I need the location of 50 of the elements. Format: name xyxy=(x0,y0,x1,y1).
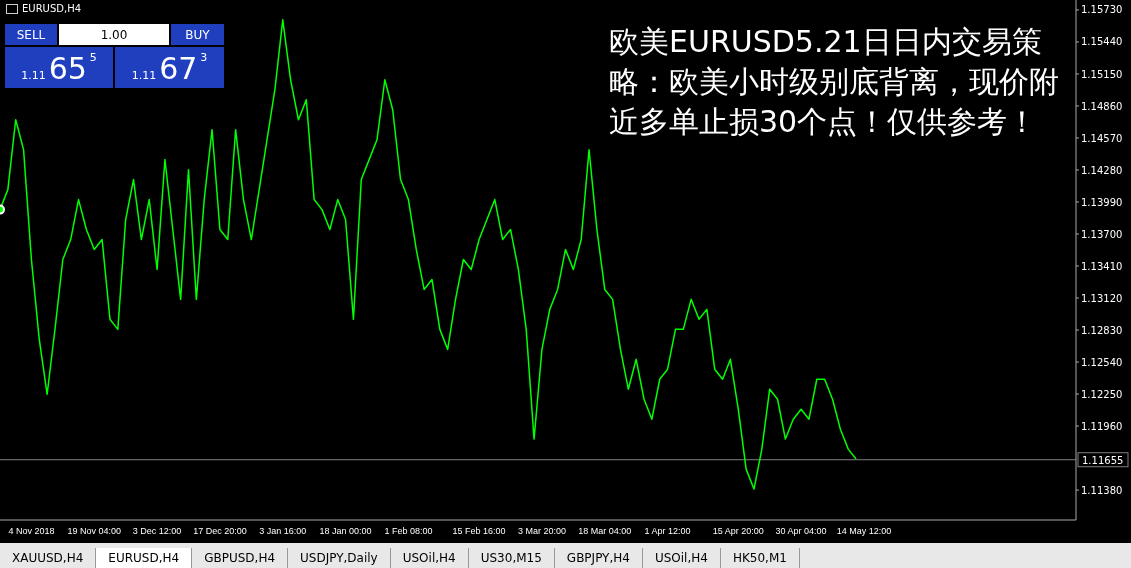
y-tick-label: 1.14280 xyxy=(1081,164,1123,176)
annotation: 3 xyxy=(200,51,208,64)
text: EURUSD,H4 xyxy=(96,548,193,568)
y-tick-label: 1.12830 xyxy=(1081,324,1123,336)
x-tick-label: 14 May 12:00 xyxy=(836,526,892,537)
y-tick-label: 1.13990 xyxy=(1081,196,1123,208)
text: XAUUSD,H4 xyxy=(0,548,97,568)
annotation: SELL xyxy=(5,24,57,45)
annotation: 1.11 xyxy=(131,69,157,82)
ref-line-label: 1.11655 xyxy=(1082,454,1124,466)
x-tick-label: 1 Feb 08:00 xyxy=(384,526,433,537)
x-tick-label: 15 Apr 20:00 xyxy=(712,526,764,537)
x-tick-label: 15 Feb 16:00 xyxy=(452,526,506,537)
text: USOil,H4 xyxy=(642,548,721,568)
x-tick-label: 3 Mar 20:00 xyxy=(517,526,566,537)
x-tick-label: 18 Mar 04:00 xyxy=(578,526,632,537)
chart-title: EURUSD,H4 xyxy=(22,3,82,14)
y-tick-label: 1.14570 xyxy=(1081,132,1123,144)
annotation: 65 xyxy=(48,51,87,86)
x-tick-label: 3 Jan 16:00 xyxy=(259,526,307,537)
text: GBPUSD,H4 xyxy=(192,548,289,568)
text: US30,M15 xyxy=(468,548,555,568)
y-tick-label: 1.14860 xyxy=(1081,100,1123,112)
annotation: 5 xyxy=(89,51,97,64)
x-tick-label: 18 Jan 00:00 xyxy=(319,526,372,537)
y-tick-label: 1.13700 xyxy=(1081,228,1123,240)
text: GBPJPY,H4 xyxy=(554,548,643,568)
annotation: 1.00 xyxy=(59,24,169,45)
y-tick-label: 1.13410 xyxy=(1081,260,1123,272)
annotation: BUY xyxy=(171,24,224,45)
text: USDJPY,Daily xyxy=(288,548,391,568)
y-tick-label: 1.15730 xyxy=(1081,4,1123,16)
text: 欧美EURUSD5.21日日内交易策略：欧美小时级别底背离，现价附近多单止损30个点！仅供参考！ xyxy=(609,23,1060,141)
y-tick-label: 1.15440 xyxy=(1081,36,1123,48)
y-tick-label: 1.12250 xyxy=(1081,388,1123,400)
x-tick-label: 1 Apr 12:00 xyxy=(644,526,691,537)
y-tick-label: 1.12540 xyxy=(1081,356,1123,368)
annotation: 67 xyxy=(159,51,198,86)
x-tick-label: 19 Nov 04:00 xyxy=(67,526,122,537)
text: USOil,H4 xyxy=(390,548,469,568)
y-tick-label: 1.15150 xyxy=(1081,68,1123,80)
text: HK50,M1 xyxy=(720,548,800,568)
x-tick-label: 30 Apr 04:00 xyxy=(775,526,827,537)
y-tick-label: 1.11960 xyxy=(1081,420,1123,432)
x-tick-label: 4 Nov 2018 xyxy=(8,526,55,537)
x-tick-label: 3 Dec 12:00 xyxy=(132,526,182,537)
x-tick-label: 17 Dec 20:00 xyxy=(193,526,247,537)
annotation: 1.11 xyxy=(21,69,46,82)
y-tick-label: 1.11380 xyxy=(1081,484,1123,496)
y-tick-label: 1.13120 xyxy=(1081,292,1123,304)
